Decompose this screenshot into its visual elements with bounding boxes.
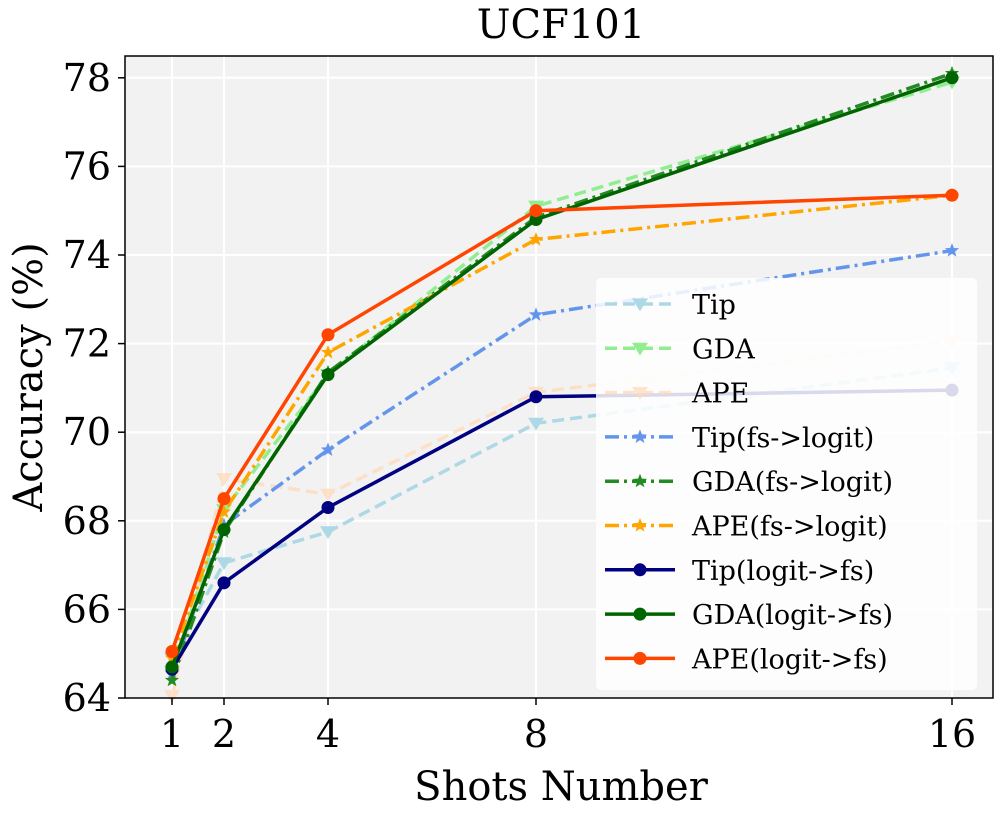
series-group	[165, 188, 959, 658]
data-point	[320, 488, 336, 502]
legend-entry: GDA(logit->fs)	[605, 600, 893, 631]
data-point	[321, 328, 335, 342]
legend-swatch	[605, 651, 675, 665]
x-tick-label: 16	[928, 712, 976, 756]
y-tick-label: 76	[63, 144, 111, 188]
legend-marker	[632, 518, 648, 532]
legend-marker	[632, 473, 648, 488]
data-point	[944, 243, 960, 257]
data-point	[216, 473, 232, 486]
legend-entry: GDA	[605, 334, 755, 365]
legend-swatch	[605, 518, 675, 532]
y-tick-label: 66	[63, 587, 111, 631]
legend-label: Tip(logit->fs)	[692, 556, 874, 587]
y-tick-label: 68	[63, 499, 111, 543]
legend-swatch	[605, 473, 675, 488]
data-point	[320, 442, 336, 456]
legend-swatch	[605, 342, 675, 356]
y-tick-label: 64	[63, 676, 111, 720]
legend-marker	[633, 563, 647, 577]
chart-title: UCF101	[477, 2, 645, 48]
data-point	[529, 390, 543, 404]
legend-marker	[632, 298, 648, 312]
data-point	[529, 204, 543, 218]
legend-entry: APE	[605, 379, 749, 410]
legend-entry: GDA(fs->logit)	[605, 467, 893, 498]
legend-label: Tip(fs->logit)	[692, 423, 874, 454]
x-tick-label: 1	[160, 712, 184, 756]
legend-entry: Tip(logit->fs)	[605, 556, 874, 587]
data-point	[217, 492, 231, 506]
data-point	[320, 345, 336, 359]
data-point	[217, 523, 231, 537]
legend-marker	[632, 429, 648, 443]
data-point	[528, 232, 544, 246]
legend: Tip GDA APE Tip(fs->logit) GDA(fs->logit) APE…	[596, 278, 977, 690]
legend-swatch	[605, 607, 675, 621]
data-point	[216, 557, 232, 571]
legend-label: GDA(fs->logit)	[692, 467, 893, 498]
data-point	[165, 660, 179, 674]
legend-box	[596, 278, 977, 690]
legend-swatch	[605, 429, 675, 443]
legend-label: APE(logit->fs)	[691, 644, 888, 675]
y-tick-label: 70	[63, 410, 111, 454]
y-axis-label: Accuracy (%)	[6, 242, 52, 512]
legend-swatch	[605, 563, 675, 577]
x-tick-label: 8	[524, 712, 548, 756]
legend-label: GDA	[692, 334, 755, 365]
data-point	[217, 576, 231, 590]
data-point	[321, 501, 335, 515]
legend-marker	[633, 651, 647, 665]
x-tick-label: 4	[316, 712, 340, 756]
y-tick-label: 72	[63, 322, 111, 366]
plot-frame	[124, 55, 994, 699]
data-point	[945, 188, 959, 202]
x-axis-label: Shots Number	[414, 764, 709, 810]
y-tick-label: 78	[63, 56, 111, 100]
legend-label: Tip	[692, 290, 736, 321]
legend-marker	[633, 607, 647, 621]
data-point	[528, 417, 544, 431]
legend-marker	[632, 342, 648, 356]
data-point	[165, 644, 179, 658]
legend-entry: Tip(fs->logit)	[605, 423, 874, 454]
legend-marker	[632, 387, 648, 400]
axis-ticks: 1 2 4 8 16 64 66 68 70 72 74 76 78	[63, 56, 977, 756]
legend-label: GDA(logit->fs)	[692, 600, 893, 631]
data-point	[216, 504, 232, 518]
series-group	[165, 71, 959, 674]
x-tick-label: 2	[212, 712, 236, 756]
legend-entry: Tip	[605, 290, 736, 321]
data-point	[528, 307, 544, 321]
legend-swatch	[605, 298, 675, 312]
data-point	[164, 690, 180, 703]
legend-label: APE(fs->logit)	[691, 512, 888, 543]
data-point	[320, 526, 336, 540]
legend-entry: APE(logit->fs)	[605, 644, 888, 675]
legend-swatch	[605, 387, 675, 400]
legend-label: APE	[691, 379, 749, 410]
data-point	[945, 71, 959, 85]
data-point	[321, 368, 335, 382]
legend-entry: APE(fs->logit)	[605, 512, 888, 543]
data-point	[164, 672, 180, 687]
y-tick-label: 74	[63, 233, 111, 277]
